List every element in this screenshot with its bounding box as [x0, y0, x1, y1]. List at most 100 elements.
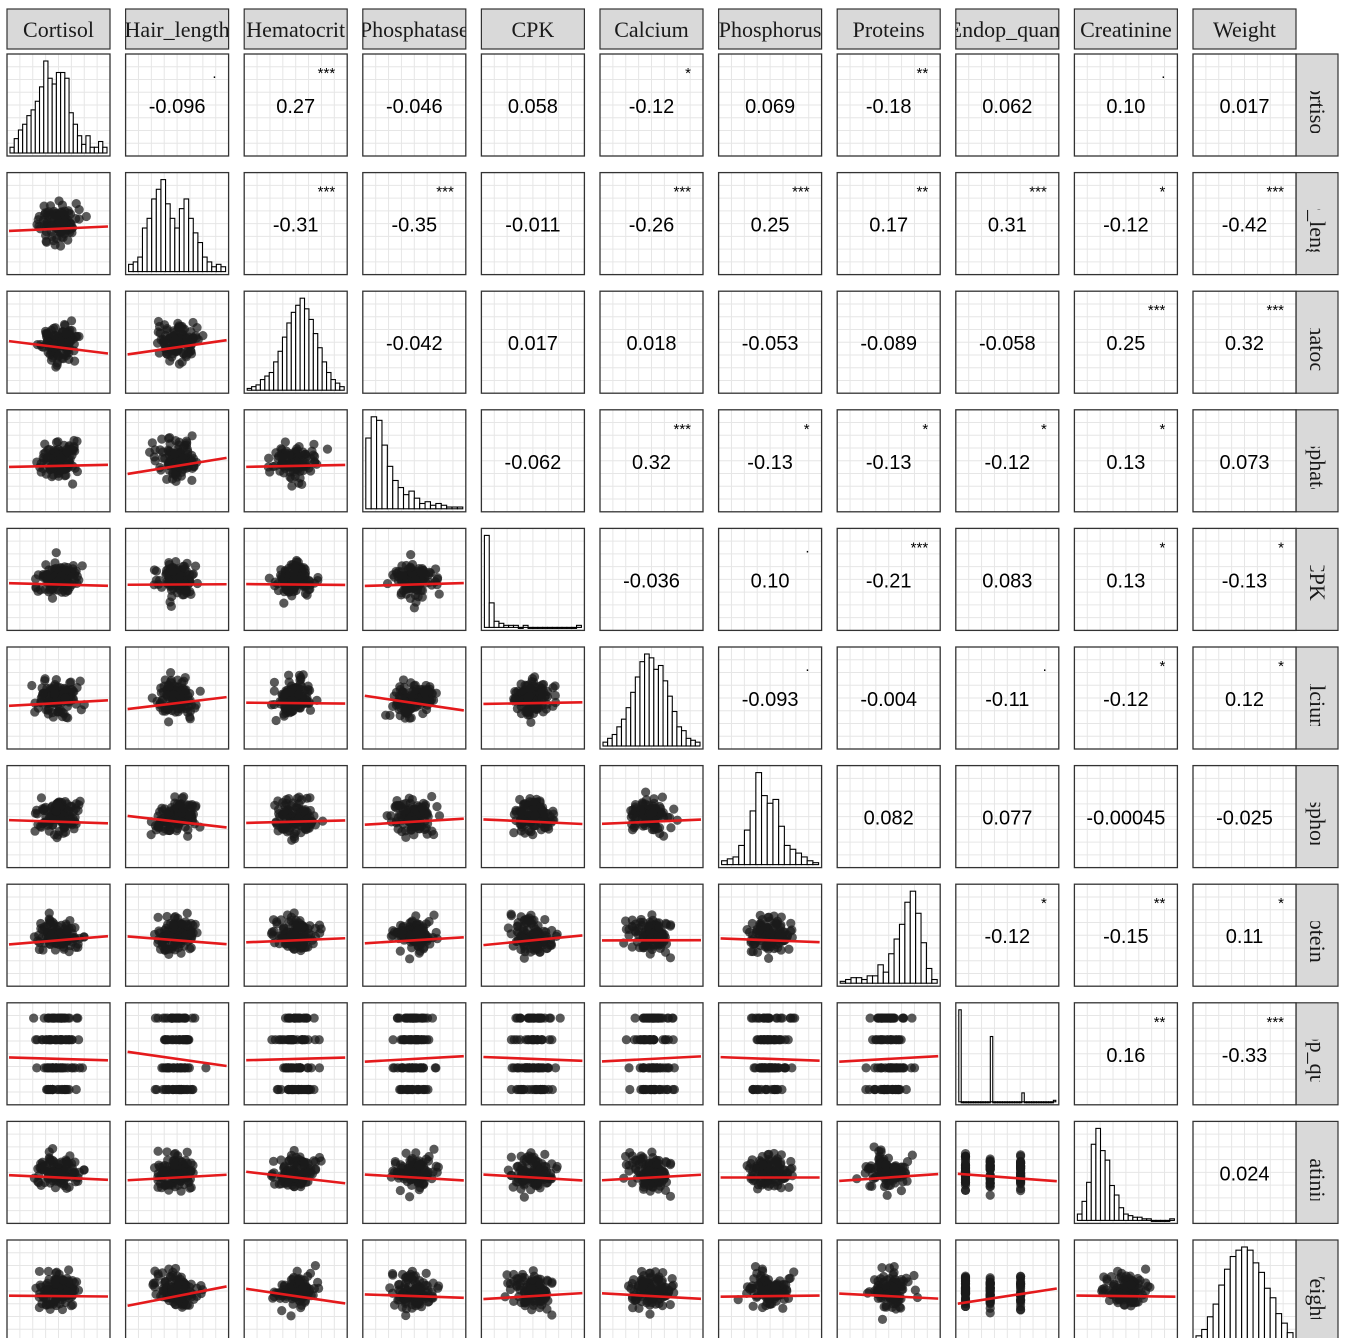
histogram-bar	[783, 844, 791, 866]
row-strip-proteins: Proteins	[1295, 883, 1339, 987]
scatter-point	[283, 687, 293, 697]
scatter-point	[73, 1013, 83, 1023]
gridlines	[955, 765, 1059, 868]
panel-calcium-phosphatase	[362, 646, 467, 750]
panel-border	[955, 527, 1060, 632]
scatter-point	[190, 561, 201, 571]
scatter-point	[290, 563, 301, 573]
correlation-value: -0.093	[742, 689, 799, 711]
scatter-point	[157, 1063, 167, 1073]
scatter-point	[43, 820, 53, 830]
panel-border	[243, 646, 348, 750]
scatter-point	[56, 453, 66, 463]
panel-border	[1192, 290, 1297, 394]
histogram-bar	[620, 718, 627, 747]
scatter-point	[187, 1013, 197, 1023]
scatter-point	[284, 670, 294, 680]
histogram-bar	[76, 135, 83, 154]
significance-stars: .	[805, 539, 809, 556]
correlation-value: -0.31	[273, 215, 319, 237]
histogram-bar	[408, 490, 415, 510]
panel-border	[6, 883, 111, 987]
scatter-point	[418, 1013, 428, 1023]
histogram-bar	[522, 624, 529, 628]
gridlines	[1074, 647, 1178, 749]
histogram-bar	[183, 198, 190, 273]
scatter-point	[427, 791, 437, 802]
scatter-point	[879, 1084, 889, 1095]
scatter-point	[895, 1084, 905, 1095]
scatter-point	[646, 1063, 657, 1073]
scatter-point	[748, 1013, 758, 1023]
panel-border	[6, 527, 111, 632]
scatter-point	[629, 822, 639, 833]
panel-hematocrit-creatinine: 0.25***	[1073, 290, 1179, 394]
panel-border	[480, 409, 586, 513]
scatter-point	[81, 211, 91, 222]
scatter-point	[406, 930, 416, 941]
scatter-point	[62, 447, 72, 457]
row-strip-label: Hair_length	[1305, 171, 1330, 276]
scatter-point	[309, 1013, 319, 1023]
scatter-point	[403, 1084, 413, 1095]
scatter-point	[300, 823, 310, 833]
fit-line	[483, 934, 583, 947]
gridlines	[1193, 528, 1296, 631]
histogram-bar	[55, 71, 62, 154]
correlation-value: -0.26	[629, 215, 675, 237]
histogram-bar	[561, 626, 568, 629]
significance-stars: ***	[1266, 1014, 1284, 1031]
panel-border	[480, 1002, 586, 1106]
scatter-point	[40, 676, 50, 686]
column-strip-phosphorus: Phosphorus	[717, 8, 823, 50]
gridlines	[481, 409, 585, 512]
significance-stars: *	[1278, 539, 1284, 556]
histogram-bar	[34, 100, 41, 154]
scatter-point	[661, 918, 671, 929]
scatter-point	[417, 1063, 427, 1073]
scatter-point	[77, 561, 87, 571]
gridlines	[1193, 291, 1296, 394]
histogram-bar	[102, 146, 108, 154]
correlation-value: -0.12	[1103, 215, 1149, 237]
gridlines	[1074, 409, 1178, 512]
scatter-point	[50, 689, 60, 699]
panel-border	[599, 290, 704, 394]
column-strip-box	[717, 8, 823, 50]
scatter-point	[29, 1013, 39, 1023]
row-strip-label: Cortisol	[1305, 70, 1330, 141]
panel-calcium-phosphorus: -0.093.	[717, 646, 823, 750]
panel-border	[717, 764, 823, 869]
scatter-point	[178, 803, 189, 814]
scatter-point	[50, 558, 60, 568]
scatter-points	[263, 437, 333, 491]
gridlines	[600, 528, 703, 631]
panel-border	[362, 646, 467, 750]
significance-stars: ***	[1266, 302, 1284, 319]
scatter-point	[187, 475, 197, 485]
scatter-point	[51, 548, 61, 558]
scatter-point	[425, 939, 435, 949]
panel-hair-length-phosphatase: -0.35***	[362, 171, 467, 276]
scatter-point	[264, 453, 274, 463]
histogram-bar	[920, 942, 927, 984]
scatter-point	[62, 1035, 72, 1045]
scatter-point	[638, 1013, 648, 1023]
histogram-bar	[877, 964, 884, 984]
correlation-value: 0.062	[982, 96, 1032, 118]
gridlines	[481, 172, 585, 275]
histogram-bar	[81, 143, 87, 154]
panel-hematocrit-endop-quant: -0.058	[955, 290, 1060, 394]
histogram-bar	[201, 256, 208, 273]
significance-stars: .	[805, 658, 809, 675]
scatter-point	[300, 804, 310, 815]
fit-line	[483, 700, 583, 706]
histogram-bar	[532, 626, 539, 629]
row-strip-box	[1295, 1239, 1339, 1338]
panel-calcium-calcium	[599, 646, 704, 750]
correlation-value: -0.058	[979, 333, 1036, 355]
panel-phosphorus-endop-quant: 0.077	[955, 764, 1060, 869]
scatter-point	[51, 675, 61, 685]
scatter-point	[401, 707, 411, 717]
scatter-point	[53, 830, 63, 840]
